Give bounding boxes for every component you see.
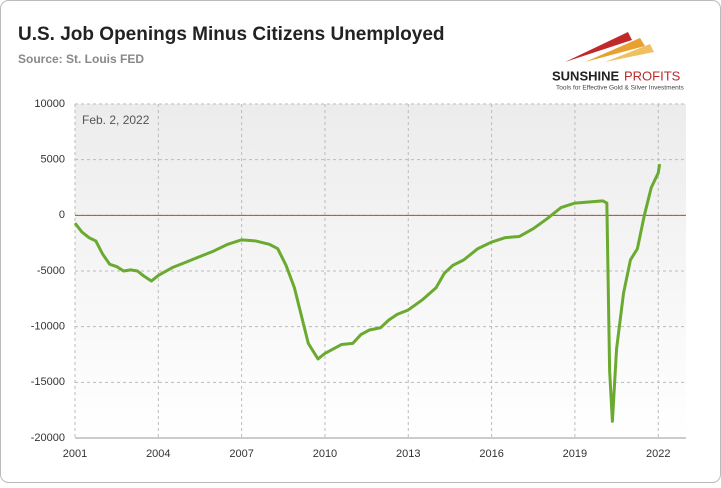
logo-name: SUNSHINE: [552, 68, 620, 83]
logo-tagline: Tools for Effective Gold & Silver Invest…: [556, 85, 685, 92]
logo-swoosh: [605, 44, 654, 62]
y-tick-label: 0: [59, 209, 65, 221]
plot-area: [75, 104, 686, 438]
x-tick-label: 2013: [396, 448, 420, 460]
x-tick-label: 2004: [146, 448, 170, 460]
x-tick-label: 2007: [229, 448, 253, 460]
series-line: [73, 163, 662, 423]
y-tick-label: -5000: [37, 265, 65, 277]
y-tick-label: 5000: [41, 154, 65, 166]
x-tick-label: 2010: [313, 448, 337, 460]
annotation: Feb. 2, 2022: [82, 113, 150, 127]
logo: SUNSHINE PROFITS Tools for Effective Gol…: [552, 32, 685, 92]
y-tick-label: -20000: [31, 432, 65, 444]
chart-title: U.S. Job Openings Minus Citizens Unemplo…: [18, 24, 445, 45]
y-tick-label: 10000: [34, 98, 65, 110]
x-tick-label: 2001: [63, 448, 87, 460]
logo-swoosh: [565, 32, 632, 62]
x-tick-label: 2022: [646, 448, 670, 460]
x-tick-label: 2016: [479, 448, 503, 460]
chart-subtitle: Source: St. Louis FED: [18, 52, 144, 66]
logo-swoosh: [585, 38, 645, 62]
y-tick-label: -10000: [31, 321, 65, 333]
logo-name: PROFITS: [624, 68, 681, 83]
y-tick-label: -15000: [31, 376, 65, 388]
x-tick-label: 2019: [563, 448, 587, 460]
